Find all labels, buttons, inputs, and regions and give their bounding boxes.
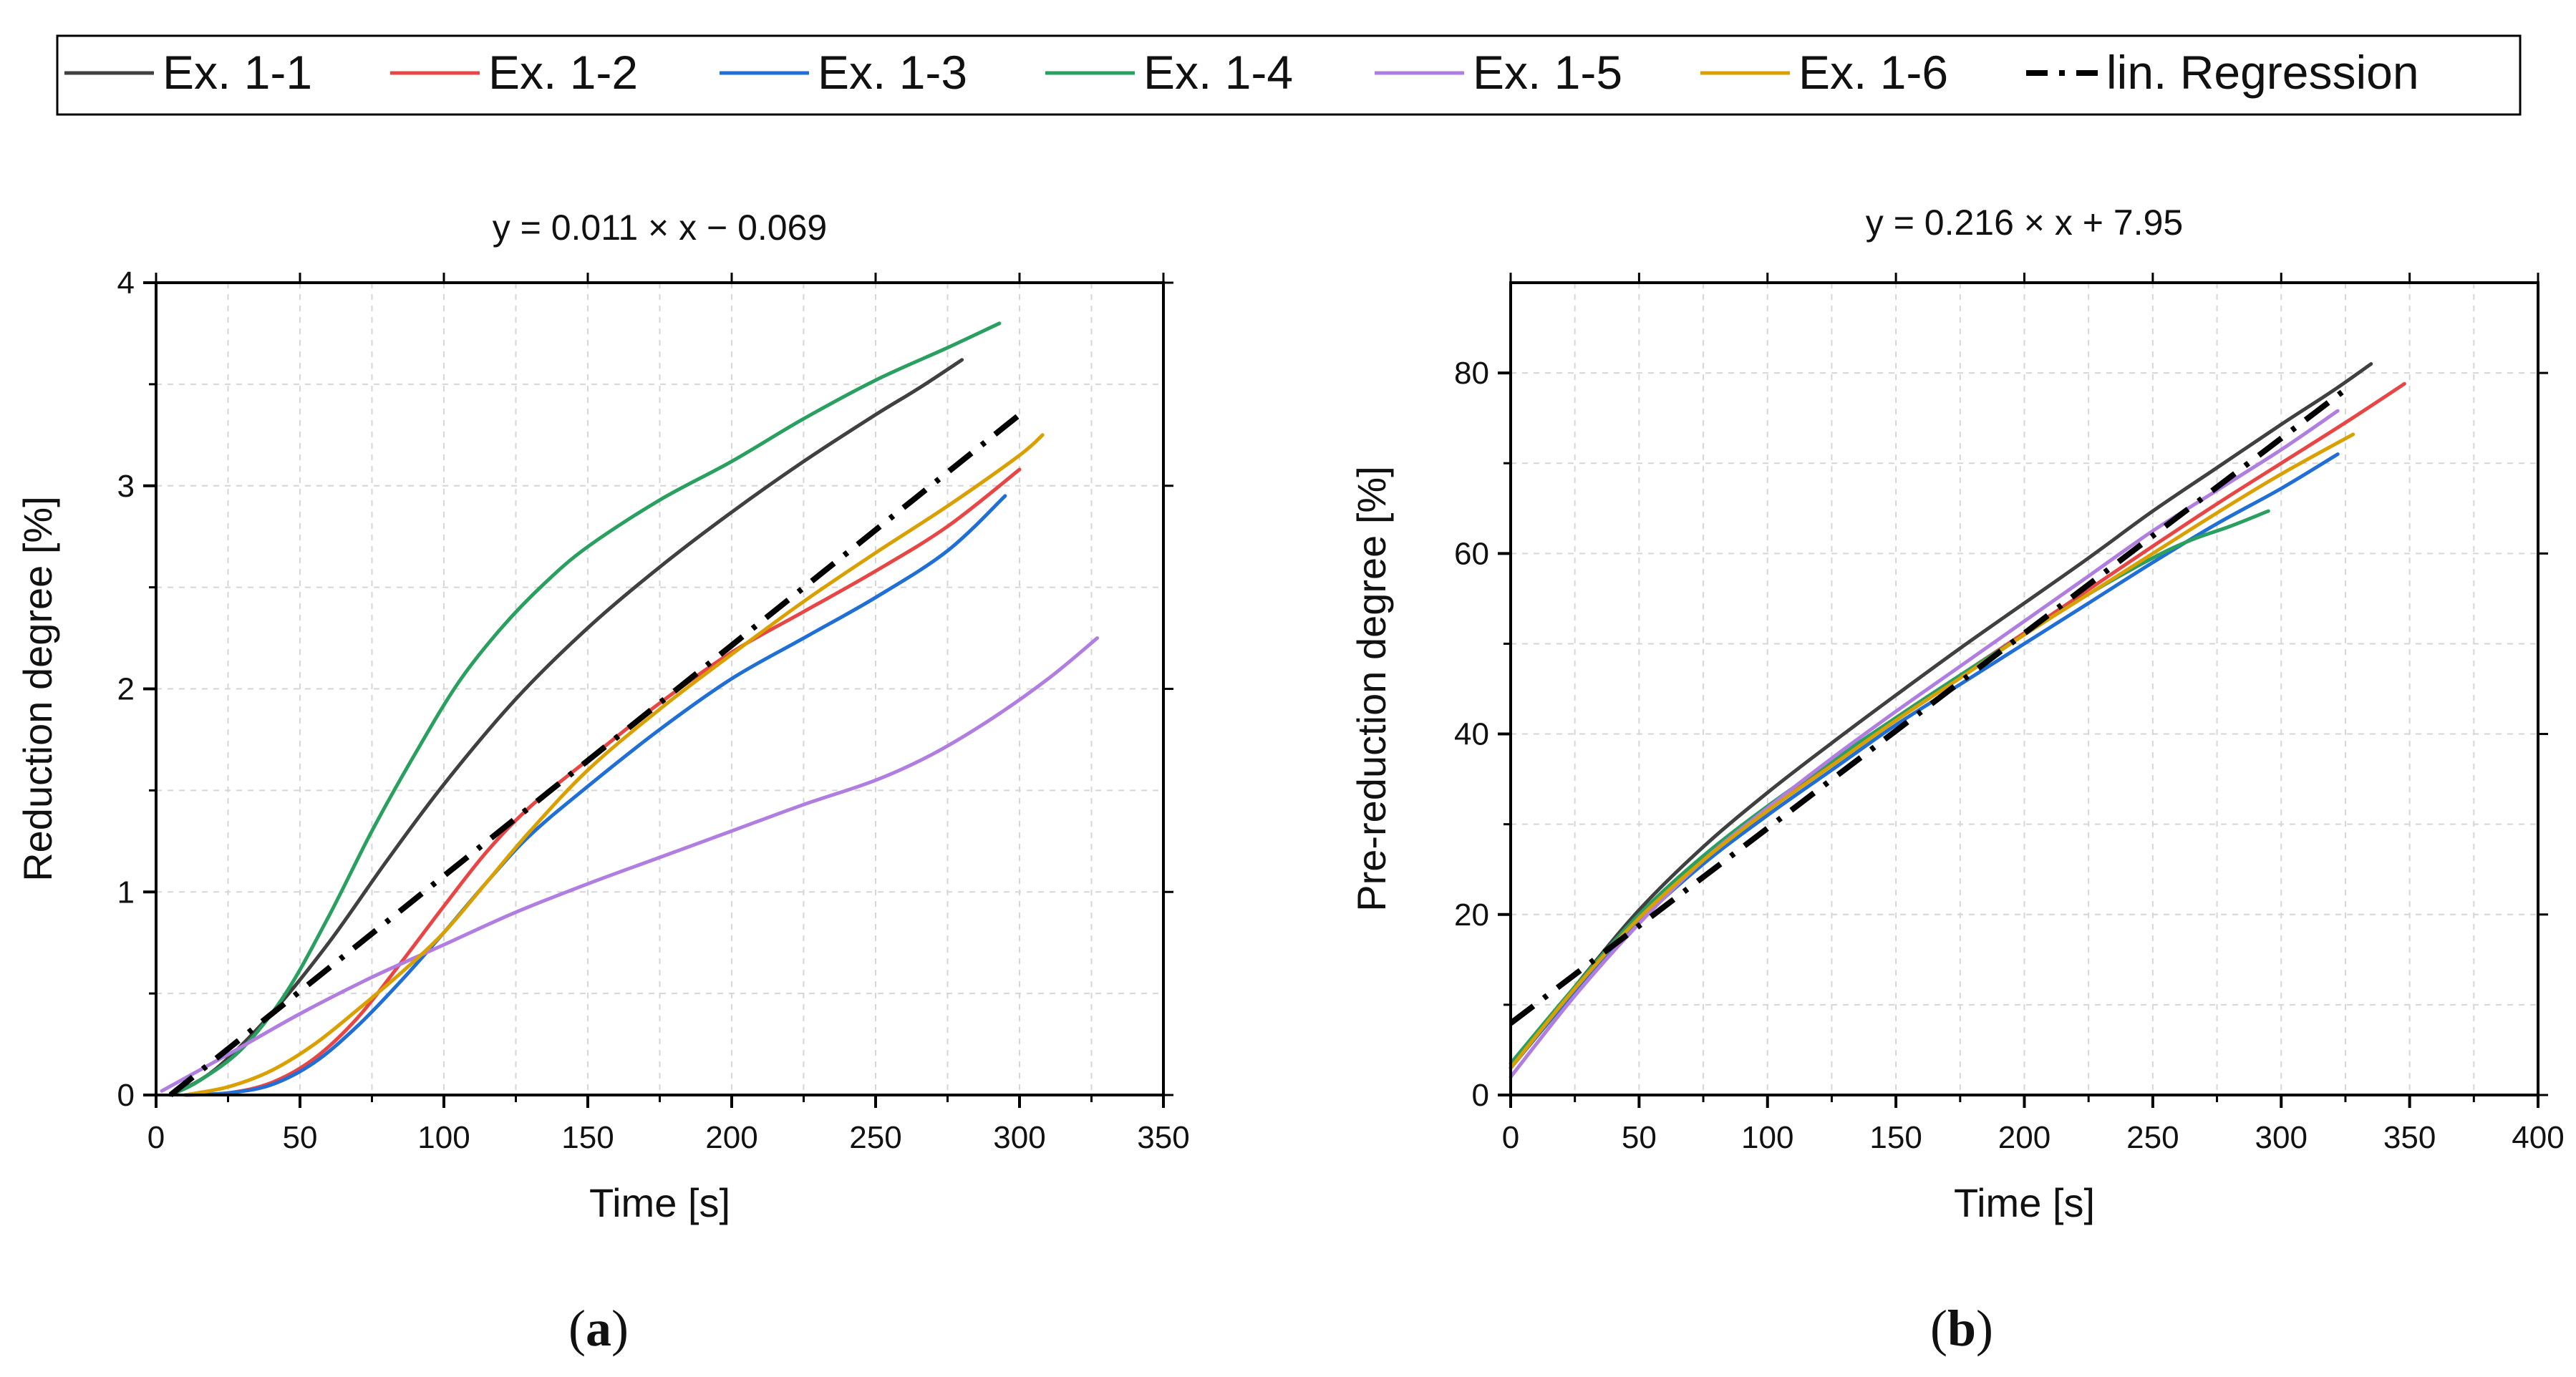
legend-box	[56, 34, 2522, 116]
legend-label-ex-1-6: Ex. 1-6	[1798, 46, 1948, 99]
x-tick-label-b: 0	[1502, 1120, 1519, 1155]
series-line-a-ex-1-1	[168, 358, 964, 1097]
series-line-a-ex-1-2	[183, 467, 1022, 1097]
x-tick-label-b: 100	[1741, 1120, 1793, 1155]
legend-label-ex-1-2: Ex. 1-2	[488, 46, 638, 99]
x-tick-label-a: 150	[561, 1120, 614, 1155]
x-tick-label-b: 50	[1622, 1120, 1657, 1155]
legend-label-ex-1-5: Ex. 1-5	[1473, 46, 1622, 99]
x-tick-label-b: 150	[1869, 1120, 1922, 1155]
caption-b-letter: b	[1947, 1300, 1976, 1357]
series-line-b-ex-1-2	[1509, 381, 2406, 1070]
y-tick-label-a: 2	[117, 672, 135, 707]
legend-label-ex-1-3: Ex. 1-3	[818, 46, 967, 99]
y-tick-label-b: 40	[1454, 717, 1489, 752]
x-tick-label-a: 50	[283, 1120, 318, 1155]
x-tick-label-b: 200	[1998, 1120, 2050, 1155]
series-line-b-ex-1-6	[1509, 432, 2355, 1070]
caption-a-letter: a	[586, 1300, 611, 1357]
legend-label-ex-1-4: Ex. 1-4	[1143, 46, 1293, 99]
chart-title-a: y = 0.011 × x − 0.069	[493, 208, 827, 248]
chart-title-b: y = 0.216 × x + 7.95	[1866, 203, 2183, 243]
y-axis-title-a: Reduction degree [%]	[15, 496, 60, 882]
chart-panel-a: y = 0.011 × x − 0.069 0 50 100 150 200 250 300…	[15, 208, 1190, 1357]
series-line-b-ex-1-1	[1509, 362, 2373, 1070]
series-line-a-ex-1-6	[183, 433, 1045, 1097]
x-tick-label-a: 200	[705, 1120, 757, 1155]
x-tick-label-b: 350	[2383, 1120, 2436, 1155]
x-tick-label-a: 100	[417, 1120, 470, 1155]
y-tick-label-b: 80	[1454, 356, 1489, 391]
legend-label-ex-1-1: Ex. 1-1	[163, 46, 312, 99]
x-axis-title-a: Time [s]	[589, 1180, 730, 1225]
y-tick-label-b: 60	[1454, 536, 1489, 571]
y-tick-label-a: 1	[117, 875, 135, 910]
x-tick-label-a: 350	[1137, 1120, 1189, 1155]
x-tick-label-a: 300	[993, 1120, 1045, 1155]
x-tick-label-b: 250	[2126, 1120, 2179, 1155]
x-tick-label-b: 300	[2255, 1120, 2308, 1155]
y-tick-label-b: 20	[1454, 897, 1489, 933]
series-line-a-ex-1-3	[183, 494, 1007, 1097]
caption-b: (b)	[1930, 1300, 1993, 1357]
x-tick-label-a: 250	[849, 1120, 901, 1155]
series-line-b-ex-1-3	[1509, 452, 2340, 1070]
series-line-a-ex-1-4	[168, 321, 1002, 1097]
y-tick-label-a: 3	[117, 469, 135, 504]
y-axis-title-b: Pre-reduction degree [%]	[1349, 466, 1394, 912]
y-tick-label-b: 0	[1472, 1078, 1489, 1113]
series-line-b-ex-1-5	[1509, 409, 2340, 1079]
caption-a: (a)	[568, 1300, 629, 1357]
x-tick-label-b: 400	[2512, 1120, 2564, 1155]
legend-label-lin-regression: lin. Regression	[2106, 46, 2419, 99]
series-line-a-ex-1-5	[160, 636, 1099, 1093]
legend: Ex. 1-1 Ex. 1-2 Ex. 1-3 Ex. 1-4 Ex. 1-5 Ex. 1…	[56, 34, 2522, 116]
y-tick-label-a: 0	[117, 1078, 135, 1113]
x-axis-title-b: Time [s]	[1954, 1180, 2095, 1225]
x-tick-label-a: 0	[147, 1120, 165, 1155]
chart-panel-b: y = 0.216 × x + 7.95 0 50 100 150 200 250 300 3…	[1349, 203, 2565, 1357]
y-tick-label-a: 4	[117, 266, 135, 301]
series-line-a-lin-regression	[168, 412, 1022, 1098]
series-line-b-ex-1-4	[1509, 509, 2270, 1066]
